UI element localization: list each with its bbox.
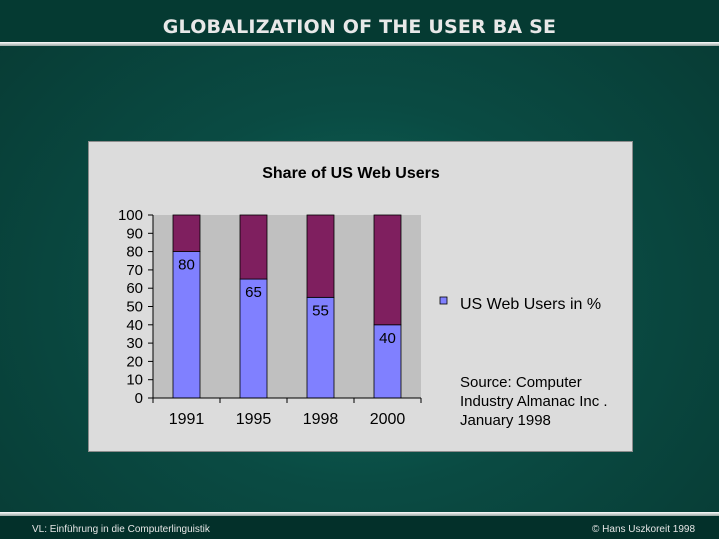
bar-1995-series-1 — [239, 278, 268, 399]
y-tick-label: 0 — [135, 390, 143, 407]
bar-1995-series-2 — [239, 214, 268, 280]
bar-2000-series-2 — [373, 214, 402, 326]
data-label-1998: 55 — [312, 302, 329, 319]
top-divider — [0, 42, 719, 46]
footer-copyright: © Hans Uszkoreit 1998 — [592, 524, 695, 535]
x-tick-label-2000: 2000 — [370, 411, 406, 428]
y-tick-label: 10 — [126, 372, 143, 389]
y-tick-label: 80 — [126, 244, 143, 261]
chart-title: Share of US Web Users — [262, 165, 440, 182]
x-tick-label-1998: 1998 — [303, 411, 339, 428]
data-label-1991: 80 — [178, 257, 195, 274]
source-annotation-line: Source: Computer — [460, 374, 582, 391]
bar-1991-series-2 — [172, 214, 201, 252]
y-tick-label: 70 — [126, 262, 143, 279]
title-bar — [0, 0, 719, 46]
footer-band — [0, 516, 719, 539]
bar-1998-series-1 — [306, 296, 335, 399]
footer-course: VL: Einführung in die Computerlinguistik — [32, 524, 210, 535]
y-tick-label: 40 — [126, 317, 143, 334]
y-tick-label: 90 — [126, 225, 143, 242]
y-tick-label: 100 — [118, 207, 143, 224]
x-tick-label-1995: 1995 — [236, 411, 272, 428]
x-tick-label-1991: 1991 — [169, 411, 205, 428]
bottom-divider — [0, 512, 719, 516]
y-tick-label: 50 — [126, 299, 143, 316]
y-tick-label: 20 — [126, 353, 143, 370]
bar-1998-series-2 — [306, 214, 335, 298]
source-annotation-line: Industry Almanac Inc . — [460, 393, 608, 410]
data-label-2000: 40 — [379, 330, 396, 347]
source-annotation-line: January 1998 — [460, 412, 551, 429]
slide-title: GLOBALIZATION OF THE USER BA SE — [162, 16, 557, 38]
data-label-1995: 65 — [245, 284, 262, 301]
y-tick-label: 60 — [126, 280, 143, 297]
bar-2000-series-1 — [373, 324, 402, 399]
y-tick-label: 30 — [126, 335, 143, 352]
legend-label: US Web Users in % — [460, 296, 601, 313]
legend-swatch — [439, 296, 448, 305]
